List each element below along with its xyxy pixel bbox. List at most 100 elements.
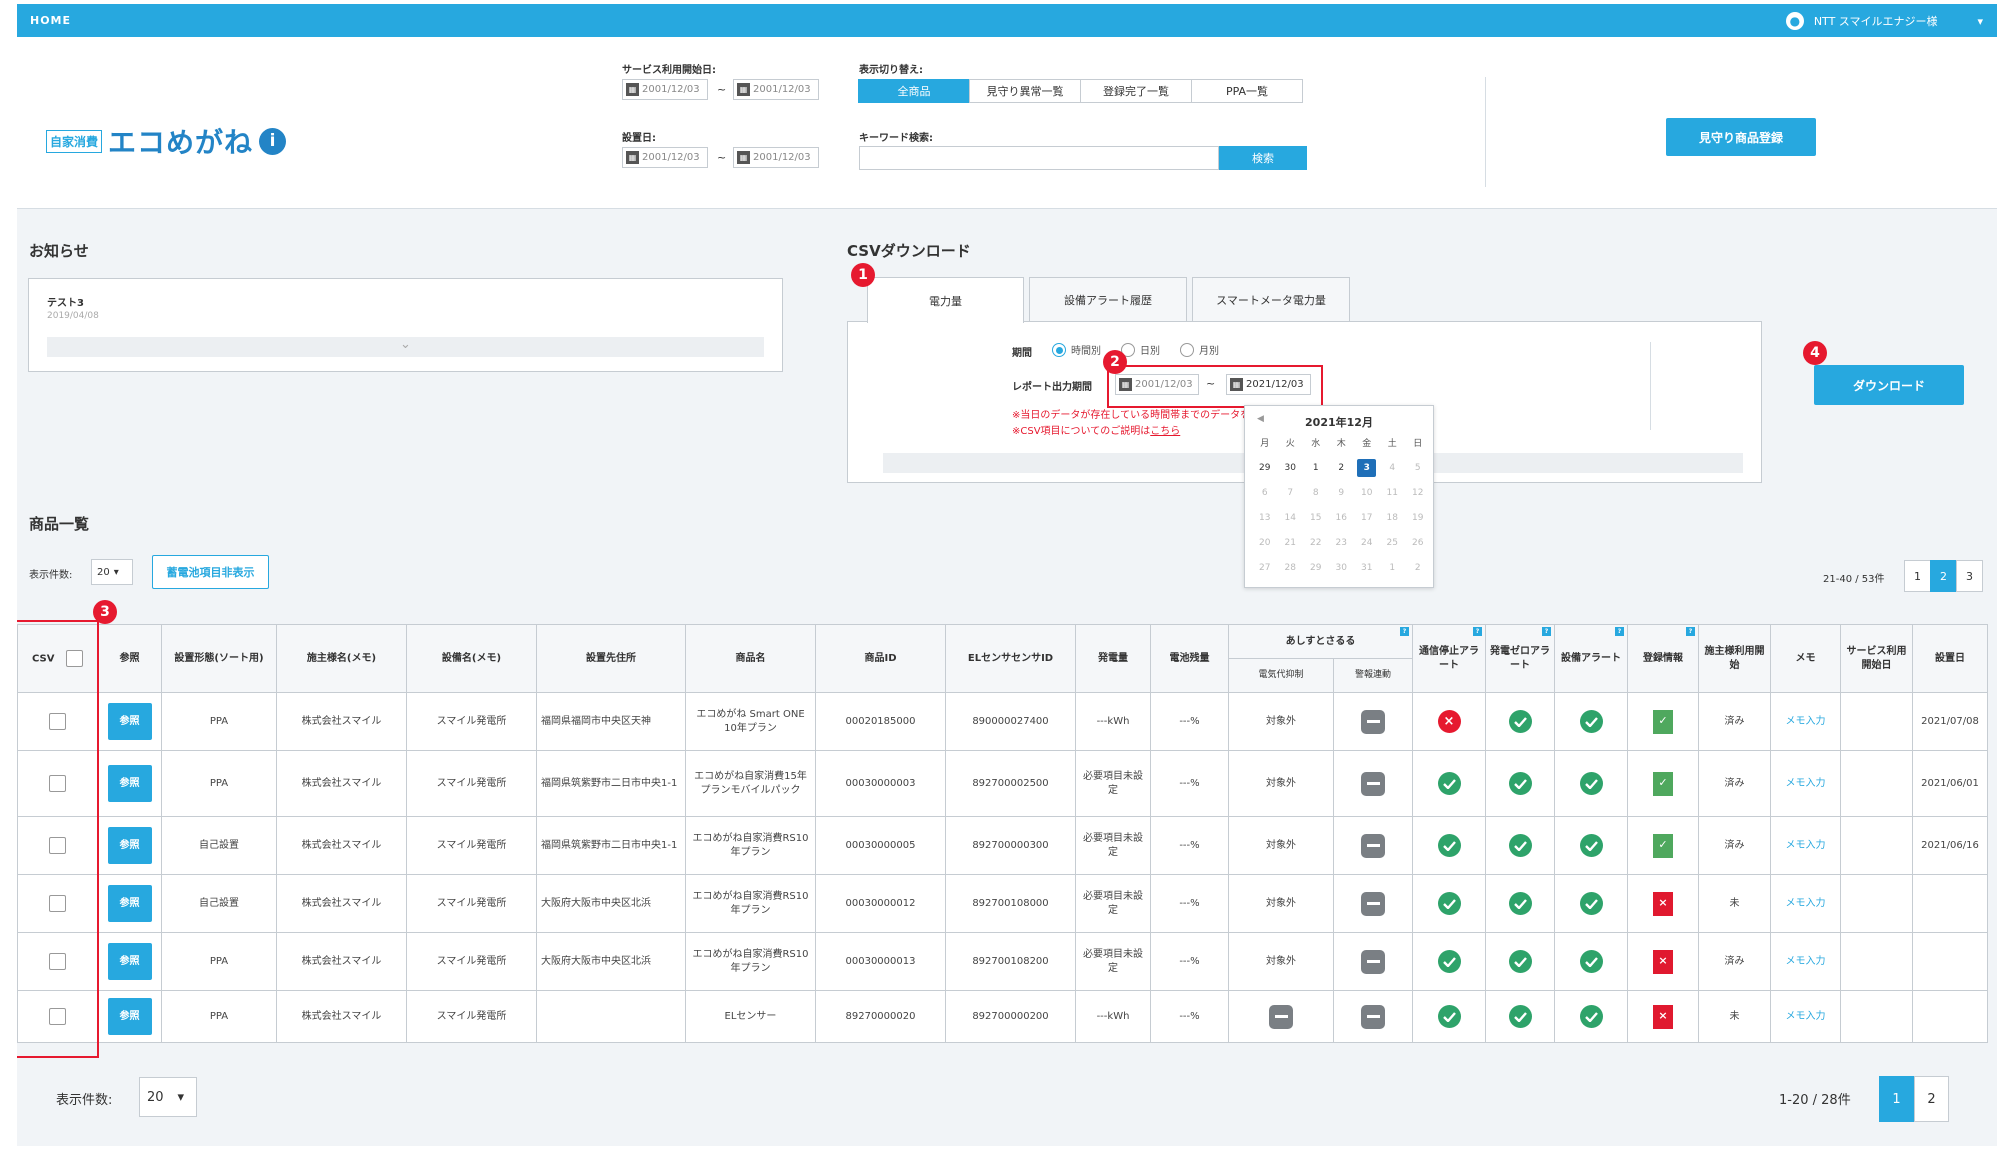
info-icon[interactable]: i <box>259 127 287 155</box>
calendar-day[interactable]: 17 <box>1361 512 1373 523</box>
doc-ok-icon[interactable]: ✓ <box>1653 709 1673 734</box>
calendar-day[interactable]: 15 <box>1310 512 1322 523</box>
ref-button[interactable]: 参照 <box>107 998 152 1035</box>
calendar-day[interactable]: 19 <box>1412 512 1424 523</box>
per-page-select-bottom[interactable]: 20 ▾ <box>139 1077 197 1117</box>
calendar-day[interactable]: 14 <box>1284 512 1296 523</box>
calendar-day[interactable]: 13 <box>1259 512 1271 523</box>
help-icon[interactable]: ? <box>1686 627 1695 636</box>
doc-error-icon[interactable]: × <box>1653 891 1673 916</box>
calendar-day[interactable]: 1 <box>1312 462 1319 473</box>
col-sensor[interactable]: ELセンサセンサID <box>945 624 1076 693</box>
calendar-day[interactable]: 29 <box>1310 562 1322 573</box>
col-type[interactable]: 設置形態(ソート用) <box>161 624 277 693</box>
radio-monthly[interactable]: 月別 <box>1180 342 1219 357</box>
col-pid[interactable]: 商品ID <box>815 624 946 693</box>
view-registered[interactable]: 登録完了一覧 <box>1080 79 1192 103</box>
calendar-day[interactable]: 4 <box>1389 462 1396 473</box>
register-watch-button[interactable]: 見守り商品登録 <box>1666 118 1816 156</box>
service-start-to[interactable]: ▦ 2001/12/03 <box>733 79 819 100</box>
install-date-to[interactable]: ▦ 2001/12/03 <box>733 147 819 168</box>
calendar-day[interactable]: 31 <box>1361 562 1373 573</box>
tab-smartmeter[interactable]: スマートメータ電力量 <box>1192 277 1350 321</box>
help-icon[interactable]: ? <box>1615 627 1624 636</box>
calendar-day[interactable]: 30 <box>1284 462 1296 473</box>
calendar-day[interactable]: 27 <box>1259 562 1271 573</box>
calendar-day[interactable]: 11 <box>1386 487 1398 498</box>
page-top-3[interactable]: 3 <box>1956 560 1983 592</box>
news-item-title[interactable]: テスト3 <box>47 298 84 309</box>
view-all[interactable]: 全商品 <box>858 79 970 103</box>
calendar-day[interactable]: 20 <box>1259 537 1271 548</box>
doc-ok-icon[interactable]: ✓ <box>1653 833 1673 858</box>
memo-link[interactable]: メモ入力 <box>1785 1010 1826 1022</box>
row-checkbox[interactable] <box>49 895 66 912</box>
help-icon[interactable]: ? <box>1473 627 1482 636</box>
calendar-day[interactable]: 16 <box>1335 512 1347 523</box>
prev-month-icon[interactable]: ◀ <box>1257 414 1264 424</box>
col-comm[interactable]: 通信停止アラート? <box>1412 624 1486 693</box>
calendar-day[interactable]: 3 <box>1354 455 1380 480</box>
calendar-day[interactable]: 12 <box>1412 487 1424 498</box>
calendar-day[interactable]: 22 <box>1310 537 1322 548</box>
ref-button[interactable]: 参照 <box>107 885 152 922</box>
col-ownerstart[interactable]: 施主様利用開始 <box>1698 624 1771 693</box>
col-owner[interactable]: 施主様名(メモ) <box>276 624 407 693</box>
page-top-1[interactable]: 1 <box>1904 560 1931 592</box>
memo-link[interactable]: メモ入力 <box>1785 777 1826 789</box>
calendar-day[interactable]: 23 <box>1335 537 1347 548</box>
col-zero[interactable]: 発電ゼロアラート? <box>1485 624 1555 693</box>
ref-button[interactable]: 参照 <box>107 827 152 864</box>
report-to[interactable]: ▦ 2021/12/03 <box>1226 374 1311 395</box>
search-button[interactable]: 検索 <box>1219 146 1307 170</box>
report-from[interactable]: ▦ 2001/12/03 <box>1115 374 1199 395</box>
col-install[interactable]: 設置日 <box>1912 624 1988 693</box>
doc-error-icon[interactable]: × <box>1653 1004 1673 1029</box>
per-page-select[interactable]: 20 ▾ <box>91 559 133 585</box>
col-svcstart[interactable]: サービス利用開始日 <box>1840 624 1913 693</box>
keyword-input[interactable] <box>859 146 1219 170</box>
col-batt[interactable]: 電池残量 <box>1150 624 1229 693</box>
help-icon[interactable]: ? <box>1542 627 1551 636</box>
row-checkbox[interactable] <box>49 953 66 970</box>
ref-button[interactable]: 参照 <box>107 765 152 802</box>
select-all-checkbox[interactable] <box>65 650 83 667</box>
memo-link[interactable]: メモ入力 <box>1785 897 1826 909</box>
service-start-from[interactable]: ▦ 2001/12/03 <box>622 79 708 100</box>
ref-button[interactable]: 参照 <box>107 943 152 980</box>
doc-error-icon[interactable]: × <box>1653 949 1673 974</box>
memo-link[interactable]: メモ入力 <box>1785 715 1826 727</box>
col-gen[interactable]: 発電量 <box>1075 624 1151 693</box>
install-date-from[interactable]: ▦ 2001/12/03 <box>622 147 708 168</box>
calendar-day[interactable]: 30 <box>1335 562 1347 573</box>
calendar-day[interactable]: 2 <box>1414 562 1421 573</box>
col-address[interactable]: 設置先住所 <box>536 624 686 693</box>
doc-ok-icon[interactable]: ✓ <box>1653 771 1673 796</box>
calendar-day[interactable]: 7 <box>1287 487 1294 498</box>
col-facility[interactable]: 設備名(メモ) <box>406 624 537 693</box>
home-link[interactable]: HOME <box>30 14 72 27</box>
page-bottom-2[interactable]: 2 <box>1914 1076 1949 1122</box>
calendar-day[interactable]: 24 <box>1361 537 1373 548</box>
page-top-2[interactable]: 2 <box>1930 560 1957 592</box>
calendar-day[interactable]: 28 <box>1284 562 1296 573</box>
tab-power[interactable]: 電力量 <box>867 277 1024 323</box>
calendar-day[interactable]: 2 <box>1338 462 1345 473</box>
radio-daily[interactable]: 日別 <box>1121 342 1160 357</box>
calendar-day[interactable]: 9 <box>1338 487 1345 498</box>
calendar-day[interactable]: 8 <box>1312 487 1319 498</box>
row-checkbox[interactable] <box>49 775 66 792</box>
news-expand[interactable]: ⌄ <box>47 337 764 357</box>
user-menu[interactable]: ● NTT スマイルエナジー様 ▾ <box>1785 12 1983 30</box>
calendar-day[interactable]: 18 <box>1386 512 1398 523</box>
calendar-day[interactable]: 1 <box>1389 562 1396 573</box>
calendar-day[interactable]: 5 <box>1414 462 1421 473</box>
row-checkbox[interactable] <box>49 1008 66 1025</box>
tab-equip-alert[interactable]: 設備アラート履歴 <box>1029 277 1187 321</box>
calendar-day[interactable]: 10 <box>1361 487 1373 498</box>
help-icon[interactable]: ? <box>1400 627 1409 636</box>
col-reg[interactable]: 登録情報? <box>1627 624 1699 693</box>
view-ppa[interactable]: PPA一覧 <box>1191 79 1303 103</box>
col-product[interactable]: 商品名 <box>685 624 816 693</box>
row-checkbox[interactable] <box>49 837 66 854</box>
